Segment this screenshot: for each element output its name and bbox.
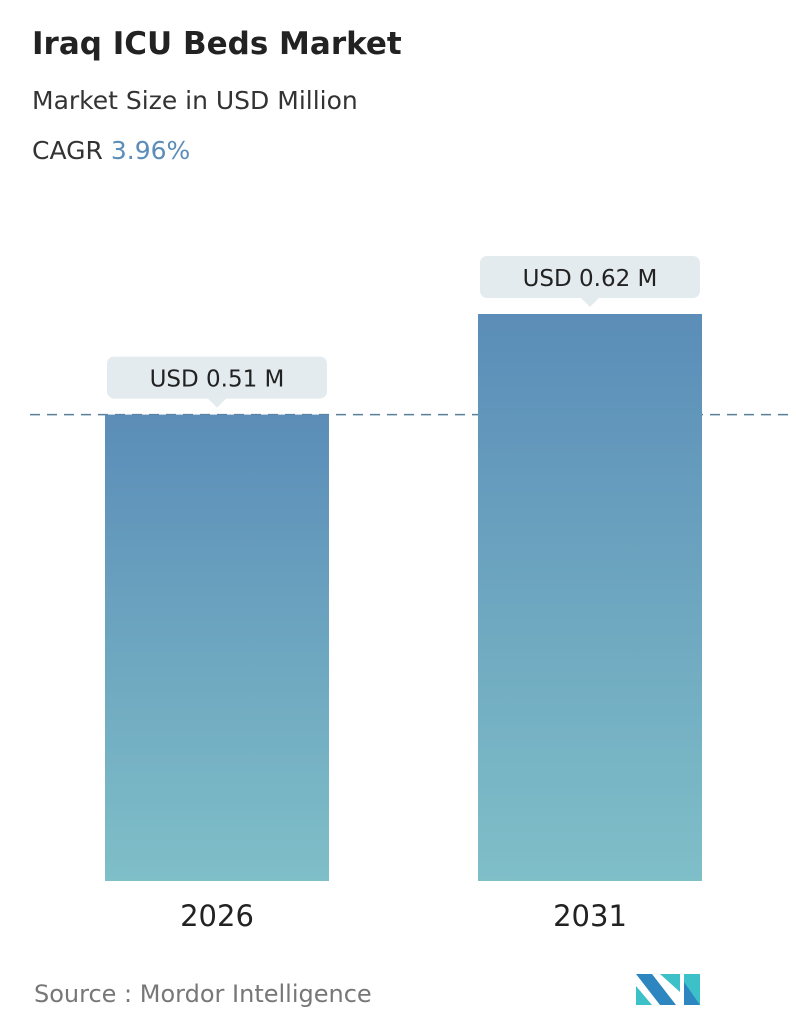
data-label-box <box>480 256 700 298</box>
x-tick-label: 2026 <box>180 899 254 933</box>
data-label-pointer <box>581 298 599 307</box>
source-text: Source : Mordor Intelligence <box>34 980 372 1008</box>
data-label: USD 0.51 M <box>150 367 285 393</box>
chart-subtitle: Market Size in USD Million <box>32 86 358 115</box>
data-label-pointer <box>208 398 226 408</box>
bar-2031 <box>478 314 702 881</box>
bar-2026 <box>105 414 329 881</box>
cagr-label: CAGR <box>32 136 103 165</box>
x-tick-label: 2031 <box>553 899 627 933</box>
data-label: USD 0.62 M <box>523 266 658 292</box>
cagr-value: 3.96% <box>110 136 191 165</box>
data-label-box <box>107 356 327 399</box>
cagr: CAGR 3.96% <box>32 136 190 165</box>
chart-title: Iraq ICU Beds Market <box>32 26 402 62</box>
